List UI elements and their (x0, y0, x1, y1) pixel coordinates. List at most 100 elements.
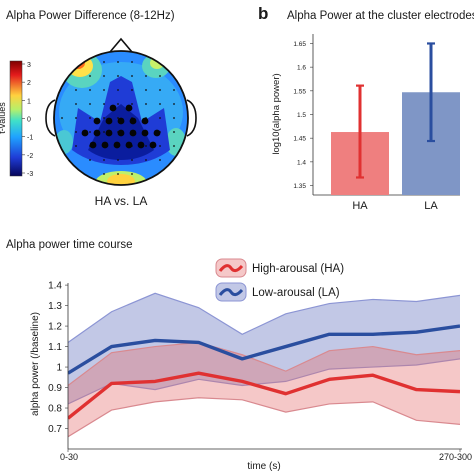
cluster-electrode (137, 141, 145, 149)
series-line-ha (68, 371, 460, 420)
electrodes (61, 61, 175, 175)
electrode (131, 173, 133, 175)
legend-label-ha: High-arousal (HA) (252, 263, 344, 275)
electrode (173, 103, 175, 105)
colorbar-tick-label: -1 (27, 135, 33, 142)
cluster-electrode (149, 141, 157, 149)
line-y-tick-label: 1.1 (48, 342, 62, 353)
confidence-band-la (68, 293, 460, 404)
band-lower-edge (68, 397, 460, 438)
panel-c-title: Alpha power time course (6, 239, 133, 251)
electrode (159, 75, 161, 77)
legend-label-la: Low-arousal (LA) (252, 287, 340, 299)
line-series-group (68, 292, 460, 438)
electrode (61, 117, 63, 119)
bar-y-label: log10(alpha power) (271, 73, 282, 154)
bar-marks (331, 42, 460, 195)
electrode (117, 173, 119, 175)
electrode (103, 159, 105, 161)
electrode (145, 159, 147, 161)
head-outline (53, 50, 189, 186)
cluster-electrode (93, 129, 101, 137)
head-left-ear (45, 99, 56, 137)
colorbar-label: t-values (0, 102, 7, 134)
electrode (89, 131, 91, 133)
confidence-band-ha (68, 342, 460, 437)
line-x-label: time (s) (247, 461, 280, 472)
cluster-electrode (113, 141, 121, 149)
electrode (117, 103, 119, 105)
electrode (75, 89, 77, 91)
electrode (173, 145, 175, 147)
cluster-electrode (129, 129, 137, 137)
bar-y-tick-label: 1.5 (297, 112, 306, 119)
colorbar-tick-label: 3 (27, 62, 31, 69)
cluster-electrode (109, 104, 117, 112)
bar-y-tick-label: 1.35 (293, 183, 306, 190)
head-nose (109, 37, 133, 53)
panel-a-title: Alpha Power Difference (8-12Hz) (6, 10, 175, 22)
electrode (173, 117, 175, 119)
bar-y-tick-label: 1.6 (297, 65, 306, 72)
electrode (75, 103, 77, 105)
electrode (131, 103, 133, 105)
line-y-tick-label: 1 (56, 363, 62, 374)
electrode (159, 159, 161, 161)
electrode (103, 61, 105, 63)
line-x-ticks: 0-30 270-300 (60, 449, 472, 462)
cluster-electrode (105, 117, 113, 125)
electrode (117, 117, 119, 119)
cluster-electrode (117, 117, 125, 125)
electrode (75, 117, 77, 119)
cluster-electrode (141, 117, 149, 125)
electrode (131, 159, 133, 161)
legend-swatch-line (218, 264, 244, 273)
electrode (103, 173, 105, 175)
bar-y-tick-label: 1.4 (297, 159, 306, 166)
cluster-electrode (153, 129, 161, 137)
colorbar-tick-label: 1 (27, 98, 31, 105)
cluster-electrode (141, 129, 149, 137)
electrode (145, 75, 147, 77)
cluster-electrode (125, 104, 133, 112)
band-lower-edge (68, 358, 460, 405)
legend-swatch-line (218, 288, 244, 297)
bar-y-tick-label: 1.55 (293, 88, 306, 95)
bar-y-tick-label: 1.65 (293, 41, 306, 48)
line-chart: 0.7 0.8 0.9 1 1.1 1.2 1.3 1.4 0-30 270-300 time … (30, 258, 472, 472)
bar-x-label: LA (424, 200, 438, 212)
line-y-ticks: 0.7 0.8 0.9 1 1.1 1.2 1.3 1.4 (48, 281, 68, 435)
line-y-tick-label: 0.7 (48, 424, 62, 435)
electrode (75, 131, 77, 133)
line-y-tick-label: 0.8 (48, 404, 62, 415)
line-legend: High-arousal (HA) Low-arousal (LA) (215, 258, 344, 302)
cluster-electrode (125, 141, 133, 149)
electrode (145, 103, 147, 105)
panel-b-title: Alpha Power at the cluster electrodes (287, 10, 474, 22)
electrode (159, 117, 161, 119)
electrode (117, 61, 119, 63)
colorbar-tick-label: -3 (27, 171, 33, 178)
electrode (103, 89, 105, 91)
colorbar-tick-label: 0 (27, 117, 31, 124)
electrode (145, 89, 147, 91)
electrode (131, 75, 133, 77)
electrode (117, 89, 119, 91)
electrode (131, 61, 133, 63)
bar-chart: 1.35 1.4 1.45 1.5 1.55 1.6 1.65 HA LA log10(alp… (271, 34, 460, 212)
topographic-map (45, 37, 197, 186)
colorbar (9, 60, 23, 177)
band-upper-edge (68, 292, 460, 343)
topomap-caption: HA vs. LA (95, 194, 148, 208)
line-y-label: alpha power (/baseline) (30, 312, 41, 416)
line-x-tick-label: 0-30 (60, 452, 78, 462)
line-y-tick-label: 1.2 (48, 322, 62, 333)
bar-x-label: HA (352, 200, 368, 212)
electrode (75, 145, 77, 147)
colorbar-ticks: 3 2 1 0 -1 -2 -3 (22, 62, 33, 178)
head-right-ear (186, 99, 197, 137)
electrode (103, 103, 105, 105)
electrode (103, 75, 105, 77)
cluster-electrode (129, 117, 137, 125)
